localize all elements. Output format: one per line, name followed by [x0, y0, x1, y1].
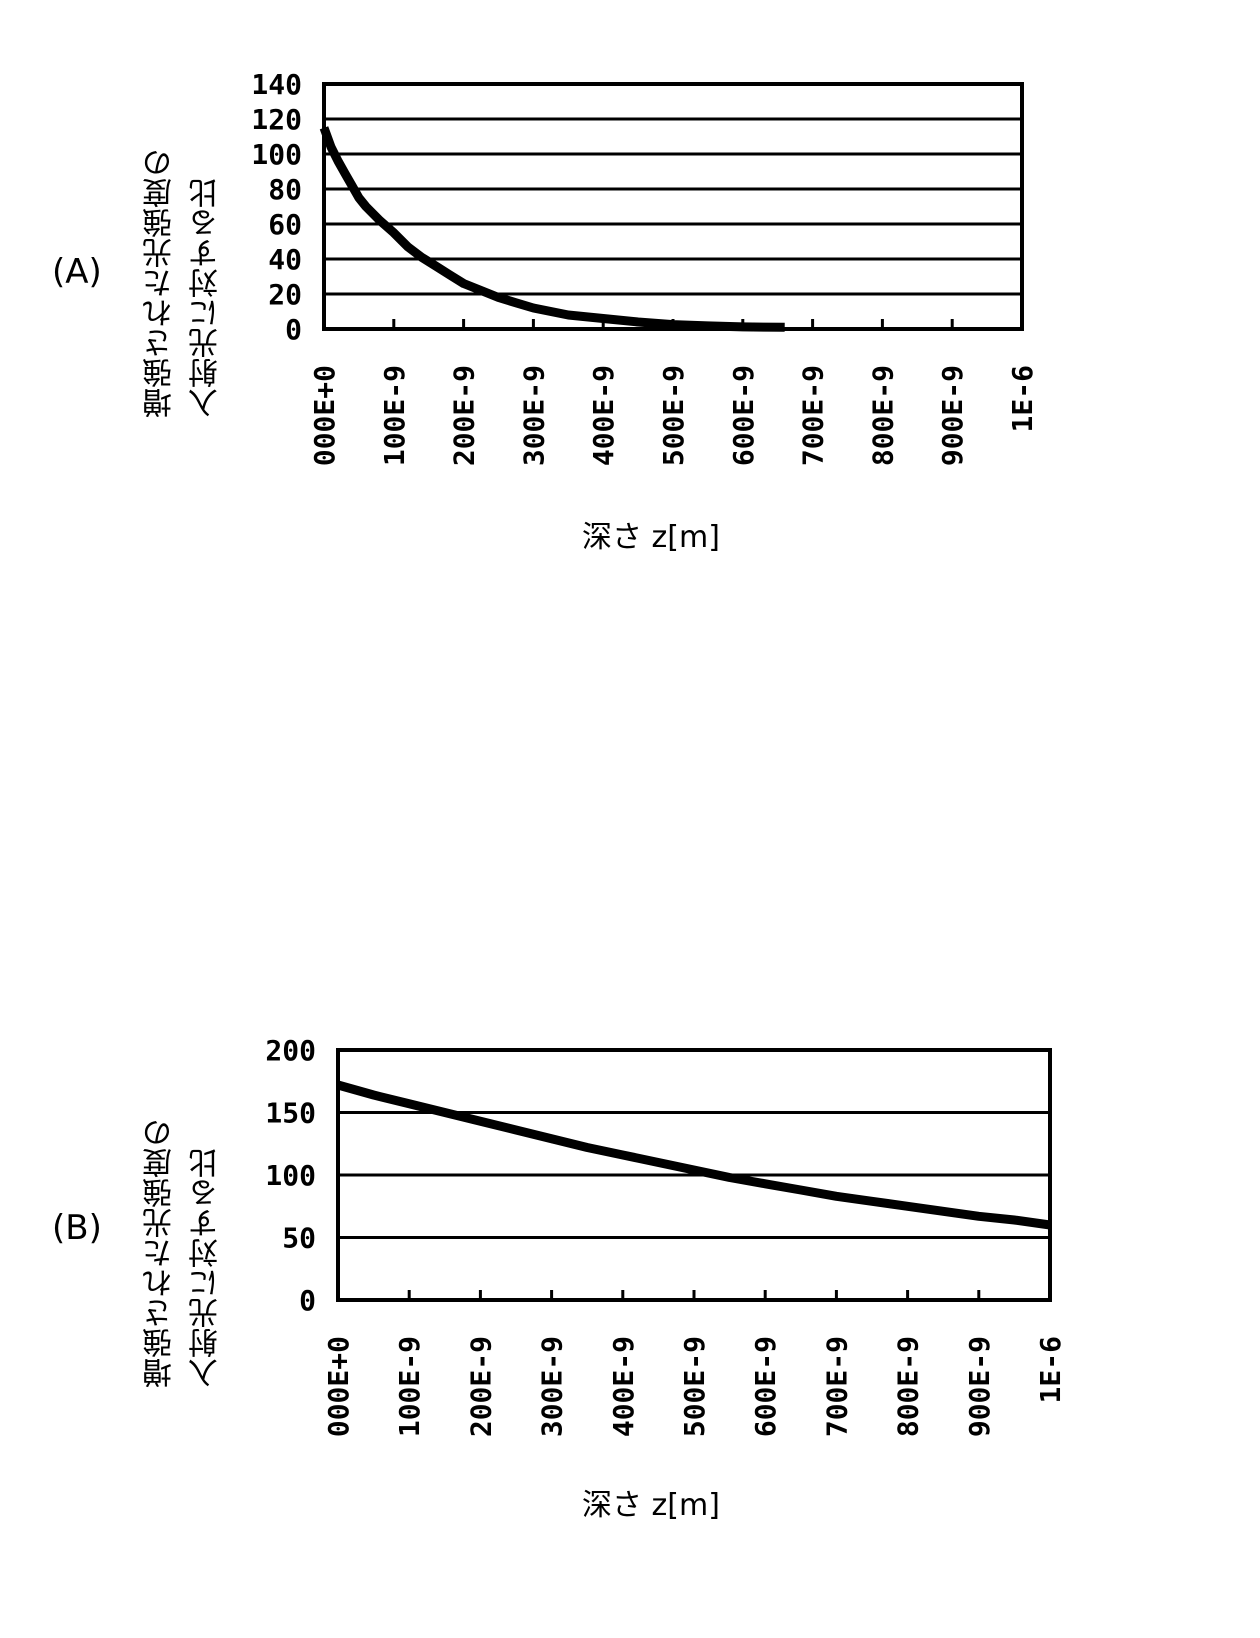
x-tick-label: 600E-9 — [749, 1336, 782, 1437]
x-tick-label: 000E+0 — [322, 1336, 355, 1437]
x-tick-label: 600E-9 — [727, 365, 760, 466]
x-tick-label: 400E-9 — [607, 1336, 640, 1437]
data-series-line — [319, 126, 785, 332]
y-tick-label: 120 — [251, 103, 302, 136]
x-tick-label: 700E-9 — [820, 1336, 853, 1437]
x-tick-label: 800E-9 — [866, 365, 899, 466]
x-tick-label: 300E-9 — [536, 1336, 569, 1437]
x-tick-label: 100E-9 — [393, 1336, 426, 1437]
y-tick-label: 50 — [282, 1222, 316, 1255]
y-tick-label: 140 — [251, 68, 302, 101]
panel-label-b: (B) — [52, 1208, 102, 1248]
x-tick-label: 1E-6 — [1006, 365, 1039, 432]
x-tick-label: 900E-9 — [963, 1336, 996, 1437]
x-tick-label: 400E-9 — [587, 365, 620, 466]
x-tick-label: 000E+0 — [308, 365, 341, 466]
x-tick-label: 200E-9 — [448, 365, 481, 466]
x-tick-label: 1E-6 — [1034, 1336, 1067, 1403]
x-axis-label-b: 深さ z[m] — [582, 1488, 720, 1523]
y-tick-label: 60 — [268, 208, 302, 241]
y-tick-label: 20 — [268, 278, 302, 311]
x-tick-label: 500E-9 — [657, 365, 690, 466]
x-tick-label: 500E-9 — [678, 1336, 711, 1437]
y-tick-label: 40 — [268, 243, 302, 276]
x-tick-label: 900E-9 — [936, 365, 969, 466]
x-tick-label: 700E-9 — [797, 365, 830, 466]
y-tick-label: 100 — [265, 1159, 316, 1192]
x-tick-label: 100E-9 — [378, 365, 411, 466]
x-tick-label: 300E-9 — [517, 365, 550, 466]
x-axis-label-a: 深さ z[m] — [582, 520, 720, 555]
x-tick-label: 200E-9 — [464, 1336, 497, 1437]
panel-label-a: (A) — [52, 252, 102, 292]
y-tick-label: 80 — [268, 173, 302, 206]
y-tick-label: 150 — [265, 1097, 316, 1130]
y-tick-label: 0 — [285, 313, 302, 346]
y-tick-label: 100 — [251, 138, 302, 171]
y-tick-label: 200 — [265, 1034, 316, 1067]
x-tick-label: 800E-9 — [892, 1336, 925, 1437]
data-series-line — [336, 1080, 1051, 1230]
y-tick-label: 0 — [299, 1284, 316, 1317]
